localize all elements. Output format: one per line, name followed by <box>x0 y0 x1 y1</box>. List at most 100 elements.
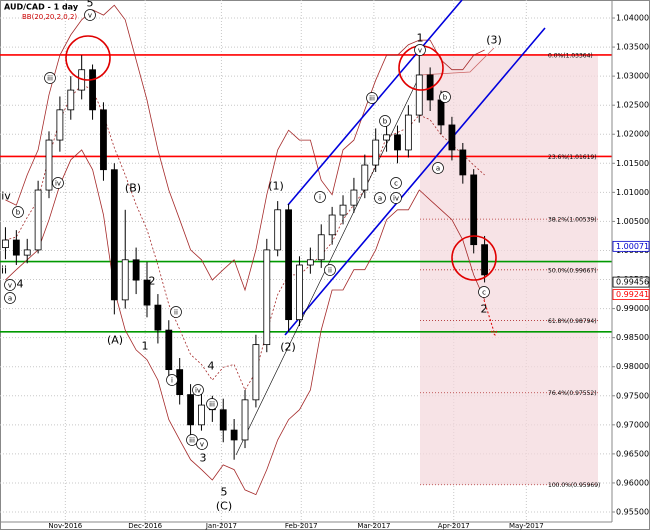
y-tick-label: 1.01500 <box>616 159 649 168</box>
wave-label: (1) <box>268 180 284 193</box>
candle-body <box>121 259 129 301</box>
x-tick-label: Dec-2016 <box>128 522 162 530</box>
x-tick-label: Feb-2017 <box>285 522 318 530</box>
highlight-circle <box>65 35 111 81</box>
wave-circle <box>414 44 426 56</box>
fib-label: 100.0%(0.95969) <box>548 482 600 489</box>
wave-label: 2 <box>149 275 156 288</box>
wave-label: (A) <box>107 334 123 347</box>
wave-label: b <box>443 94 448 102</box>
price-tag <box>612 240 650 252</box>
candle-body <box>56 109 64 141</box>
x-tick-label: Mar-2017 <box>357 522 390 530</box>
projection-arrow <box>483 299 498 336</box>
wave-circle <box>390 192 402 204</box>
y-tick-label: 0.96000 <box>616 478 649 487</box>
x-tick-label: Apr-2017 <box>438 522 470 530</box>
wave-circle <box>439 91 451 103</box>
candle-body <box>263 249 271 346</box>
wave-circle <box>12 206 24 218</box>
wave-label: iv <box>195 387 201 395</box>
wave-circle <box>84 9 96 21</box>
y-tick-label: 0.98500 <box>616 333 649 342</box>
wave-label: 4 <box>208 360 215 373</box>
candle-body <box>34 189 42 251</box>
candle-body <box>448 124 456 151</box>
candle-body <box>67 89 75 111</box>
wave-circle <box>196 438 208 450</box>
wave-label: 1 <box>142 340 149 353</box>
wave-label: iii <box>209 401 215 409</box>
candle-body <box>361 164 369 191</box>
wave-label: c <box>482 289 486 297</box>
wave-circle <box>390 177 402 189</box>
candle-body <box>383 134 390 141</box>
candle-body <box>12 239 20 256</box>
candle-body <box>459 149 467 176</box>
candle-body <box>23 249 31 256</box>
y-tick-label: 1.03000 <box>616 72 649 81</box>
y-tick-label: 1.02000 <box>616 130 649 139</box>
x-tick-label: Nov-2016 <box>48 522 82 530</box>
price-tag-label: 0.99456 <box>616 278 649 287</box>
wave-label: iii <box>369 95 375 103</box>
y-tick-label: 0.99000 <box>616 304 649 313</box>
wave-label: 5 <box>221 486 228 499</box>
bollinger-lower <box>5 149 485 496</box>
candle-body <box>110 169 118 301</box>
wave-circle <box>4 292 16 304</box>
wave-label: 1 <box>417 32 424 45</box>
wave-label: iv <box>55 180 61 188</box>
candle-body <box>437 99 445 126</box>
fib-label: 38.2%(1.00539) <box>548 217 597 224</box>
candle-body <box>252 344 260 401</box>
wave-label: iv <box>393 195 399 203</box>
wave-circle <box>52 177 64 189</box>
wave-circle <box>324 264 336 276</box>
wave-label: 3 <box>200 452 207 465</box>
plot-layer: 0.0%(1.03364) 23.6%(1.01619) 38.2%(1.00539… <box>1 0 600 513</box>
fib-label: 76.4%(0.97552) <box>548 390 597 397</box>
wave-arrow <box>419 47 495 76</box>
candle-body <box>350 189 358 206</box>
candle-body <box>470 174 478 246</box>
fib-label: 0.0%(1.03364) <box>548 52 593 59</box>
wave-label: (C) <box>216 500 232 513</box>
wave-label: (3) <box>486 34 502 47</box>
candle-body <box>187 394 194 426</box>
wave-label: a <box>8 295 12 303</box>
candle-body <box>274 209 282 251</box>
wave-label: v <box>8 282 12 290</box>
y-tick-label: 1.00500 <box>616 217 649 226</box>
candle-body <box>339 204 347 216</box>
fib-label: 61.8%(0.98794) <box>548 318 597 325</box>
candle-body <box>372 139 380 166</box>
x-tick-label: Jan-2017 <box>205 522 237 530</box>
wave-circle <box>44 72 56 84</box>
wave-label: iii <box>189 437 195 445</box>
highlight-circle <box>451 235 497 281</box>
wave-circle <box>4 279 16 291</box>
wave-label: iii <box>47 75 53 83</box>
wave-circle <box>166 374 178 386</box>
wave-label: ii <box>1 264 7 277</box>
candle-body <box>481 244 488 276</box>
x-tick-label: May-2017 <box>509 522 544 530</box>
candle-body <box>132 259 140 281</box>
candle-body <box>415 74 423 116</box>
wave-label: i <box>319 194 321 202</box>
wave-label: 4 <box>17 278 24 291</box>
chart-title: AUD/CAD - 1 day <box>4 3 79 12</box>
wave-label: 2 <box>481 303 488 316</box>
y-tick-label: 1.01000 <box>616 188 649 197</box>
wave-circle <box>186 434 198 446</box>
price-tag-label: 1.00071 <box>616 242 649 251</box>
candle-body <box>154 304 162 331</box>
y-tick-label: 0.97500 <box>616 391 649 400</box>
wave-label: iv <box>1 190 11 203</box>
y-tick-label: 1.03500 <box>616 43 649 52</box>
wave-label: a <box>436 165 440 173</box>
candle-body <box>296 264 303 321</box>
wave-label: 5 <box>87 0 94 10</box>
candle-body <box>317 234 325 261</box>
